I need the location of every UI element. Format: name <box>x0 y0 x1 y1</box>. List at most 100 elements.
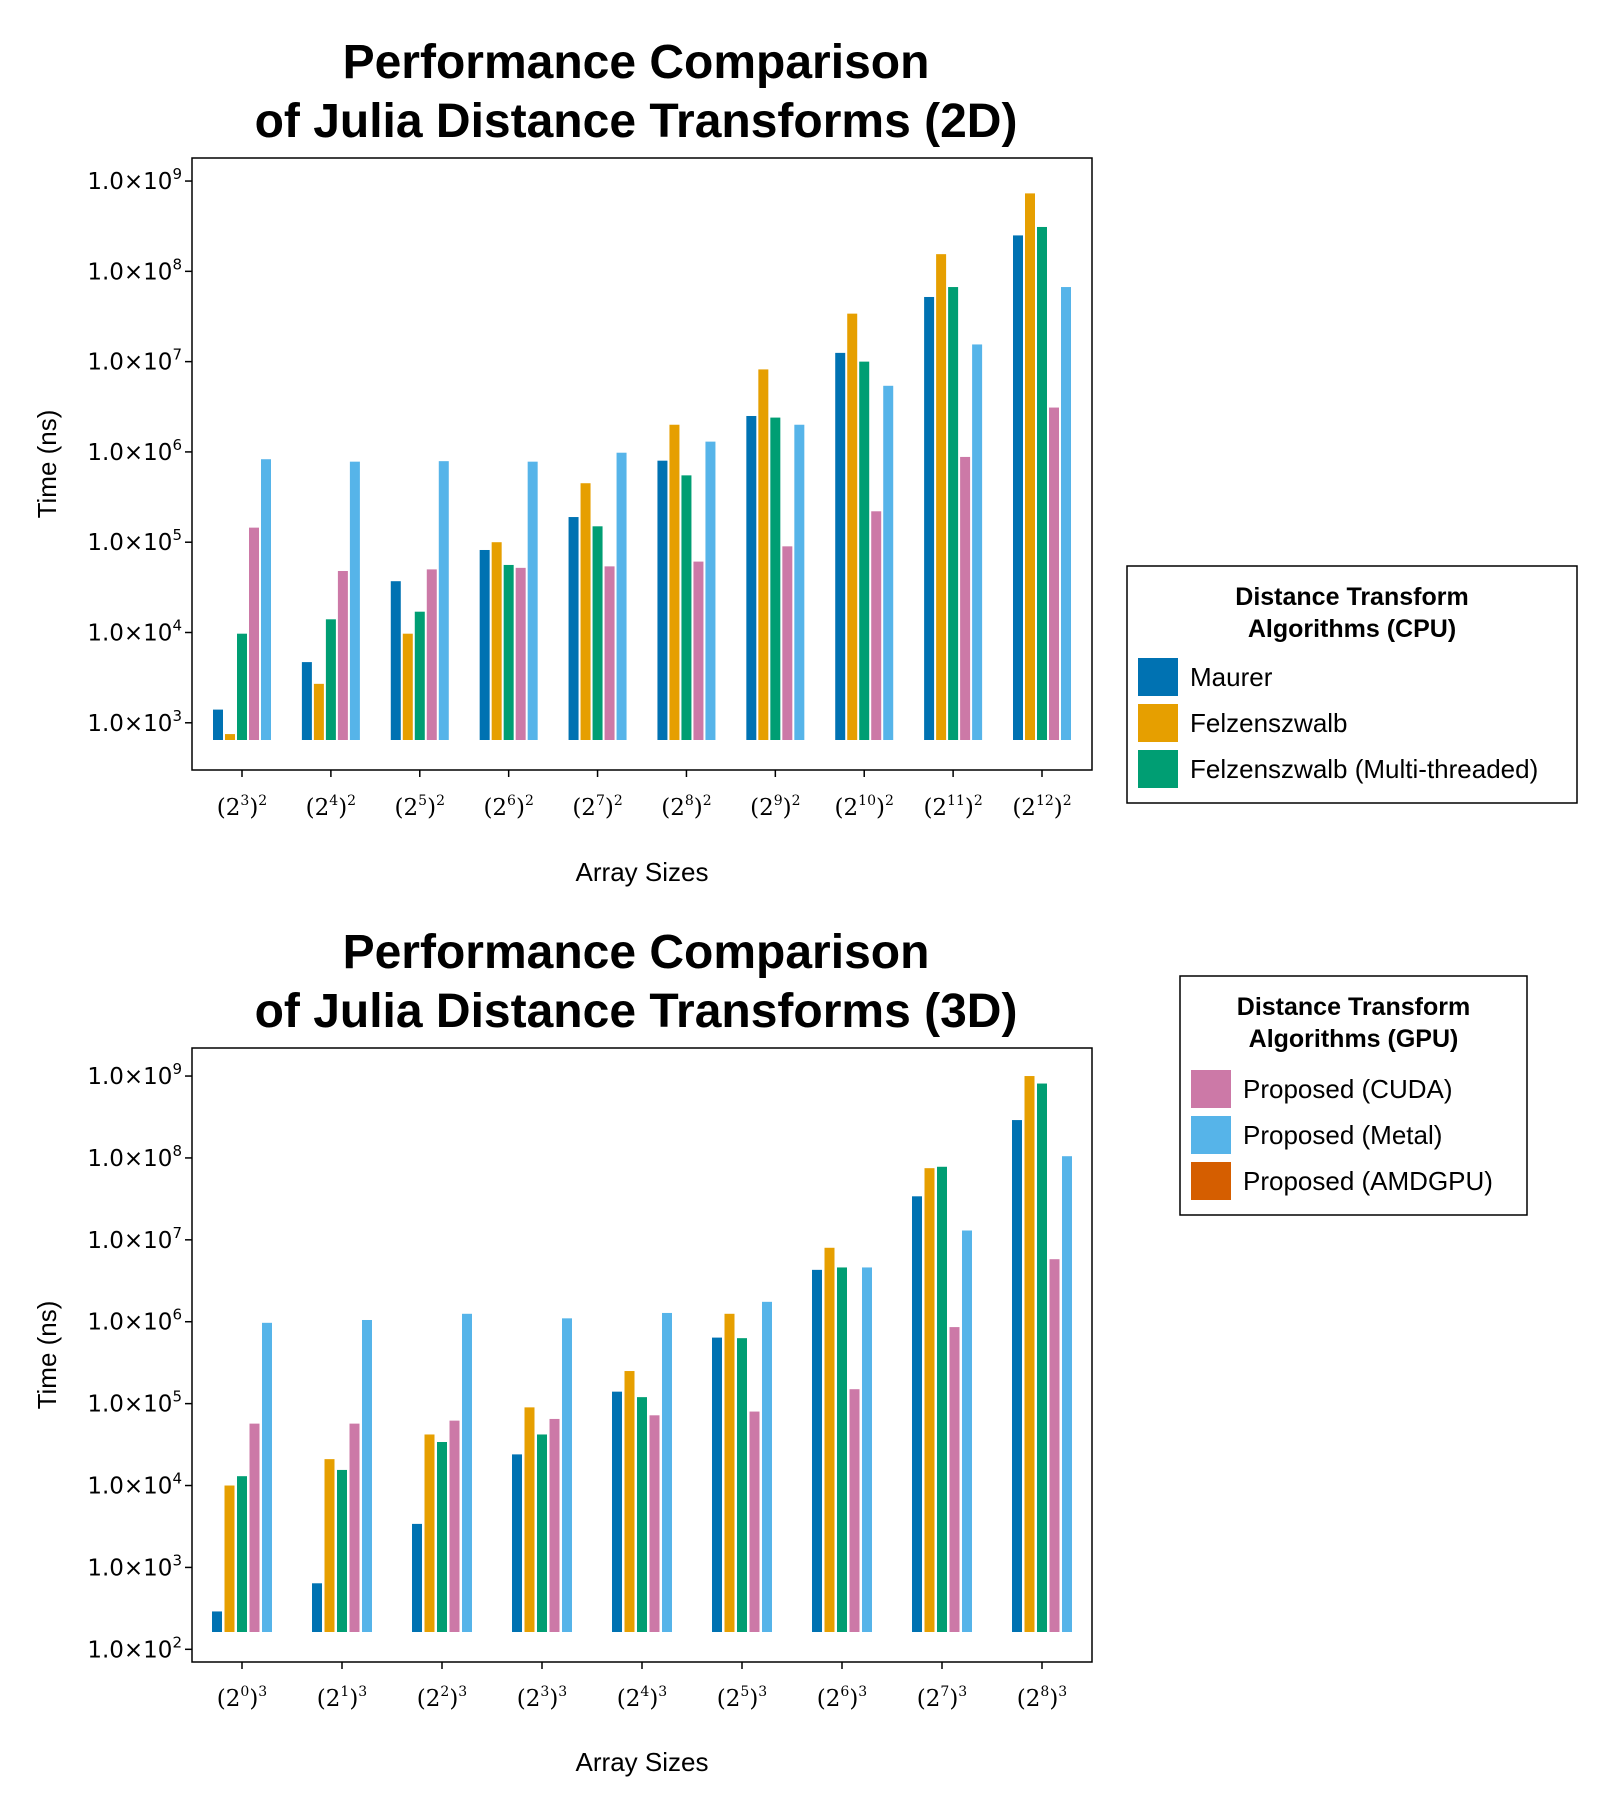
xtick-label: (210)2 <box>835 793 894 821</box>
bar <box>324 1459 335 1632</box>
legend-label: Maurer <box>1190 662 1273 692</box>
bar <box>249 1423 260 1632</box>
bar <box>1037 1083 1047 1632</box>
ytick-label: 1.0×107 <box>87 346 182 376</box>
bar <box>749 1411 760 1632</box>
bar <box>859 361 870 740</box>
bar <box>937 1166 947 1632</box>
bar <box>549 1418 560 1632</box>
legend-box <box>1126 565 1578 804</box>
xtick-label: (28)3 <box>1017 1684 1067 1712</box>
bar <box>562 1318 572 1632</box>
bar <box>325 619 336 740</box>
bar <box>924 1168 935 1632</box>
bar <box>849 1389 860 1632</box>
legend-label: Proposed (CUDA) <box>1243 1074 1453 1104</box>
bar <box>414 611 425 740</box>
bar <box>604 566 615 740</box>
bar <box>592 526 603 740</box>
legend-swatch <box>1138 658 1178 696</box>
bar <box>624 1371 635 1632</box>
xtick-label: (22)3 <box>417 1684 467 1712</box>
bar <box>782 546 793 740</box>
bar <box>712 1337 722 1632</box>
bar <box>949 1327 960 1632</box>
bar <box>794 424 805 740</box>
bar <box>669 424 680 740</box>
legend-label: Felzenszwalb (Multi-threaded) <box>1190 754 1538 784</box>
bar <box>402 633 413 740</box>
xtick-label: (26)2 <box>483 793 533 821</box>
x-axis-label: Array Sizes <box>576 1747 709 1777</box>
bar <box>912 1196 922 1632</box>
chart-title-line: Performance Comparison <box>343 36 930 89</box>
y-axis-label: Time (ns) <box>32 1301 62 1410</box>
legend-label: Proposed (AMDGPU) <box>1243 1166 1493 1196</box>
chart-title-line: of Julia Distance Transforms (2D) <box>255 95 1018 148</box>
legend: Distance Transform Algorithms (GPU) Propos… <box>1179 975 1528 1216</box>
bar <box>649 1415 660 1632</box>
bar <box>479 549 490 740</box>
bar <box>301 662 312 740</box>
bar <box>237 1476 247 1632</box>
legend-label: Proposed (Metal) <box>1243 1120 1442 1150</box>
bar <box>1037 226 1047 741</box>
ytick-label: 1.0×108 <box>87 1142 182 1172</box>
plot-frame <box>191 157 1093 771</box>
legend-label: Felzenszwalb <box>1190 708 1348 738</box>
bar <box>972 344 983 740</box>
xtick-label: (29)2 <box>750 793 800 821</box>
bar <box>762 1301 772 1632</box>
bar <box>568 517 579 740</box>
bar <box>491 542 502 740</box>
bar <box>657 460 668 740</box>
xtick-label: (26)3 <box>817 1684 867 1712</box>
legend-swatch <box>1138 704 1178 742</box>
bar <box>962 1230 972 1632</box>
ytick-label: 1.0×105 <box>87 1388 182 1418</box>
bar <box>537 1434 547 1632</box>
xtick-label: (211)2 <box>923 793 982 821</box>
legend-title-line: Distance Transform <box>1237 993 1470 1021</box>
ytick-label: 1.0×109 <box>87 165 182 195</box>
xtick-label: (23)3 <box>517 1684 567 1712</box>
xtick-label: (23)2 <box>217 793 267 821</box>
bar <box>960 456 971 740</box>
bar <box>527 461 538 740</box>
bar <box>871 511 882 740</box>
bar <box>225 734 235 740</box>
bar <box>337 1469 347 1632</box>
xtick-label: (25)3 <box>717 1684 767 1712</box>
xtick-label: (27)3 <box>917 1684 967 1712</box>
bar <box>313 683 324 740</box>
bar <box>412 1523 422 1632</box>
legend-swatch <box>1138 750 1178 788</box>
bar <box>437 1441 447 1632</box>
bar <box>948 287 959 740</box>
bar <box>424 1434 435 1632</box>
bar <box>1012 1120 1022 1632</box>
bar <box>847 313 858 740</box>
bar <box>515 567 526 740</box>
bar <box>1049 1259 1060 1632</box>
bar <box>681 475 692 740</box>
bar <box>349 461 360 740</box>
ytick-label: 1.0×102 <box>87 1633 182 1663</box>
legend-swatch <box>1191 1162 1231 1200</box>
bar <box>616 452 627 740</box>
bar <box>512 1454 522 1632</box>
bar <box>936 254 947 740</box>
bar <box>812 1269 822 1632</box>
bars-group <box>212 1076 1072 1632</box>
bar <box>426 569 437 740</box>
legend: Distance Transform Algorithms (CPU) Maurer… <box>1126 565 1578 804</box>
bar <box>835 352 846 740</box>
ytick-label: 1.0×107 <box>87 1224 182 1254</box>
xtick-label: (27)2 <box>572 793 622 821</box>
legend-title-line: Algorithms (CPU) <box>1248 615 1456 643</box>
ytick-label: 1.0×106 <box>87 1306 182 1336</box>
bar <box>770 417 781 740</box>
chart-title-line: of Julia Distance Transforms (3D) <box>255 985 1018 1038</box>
